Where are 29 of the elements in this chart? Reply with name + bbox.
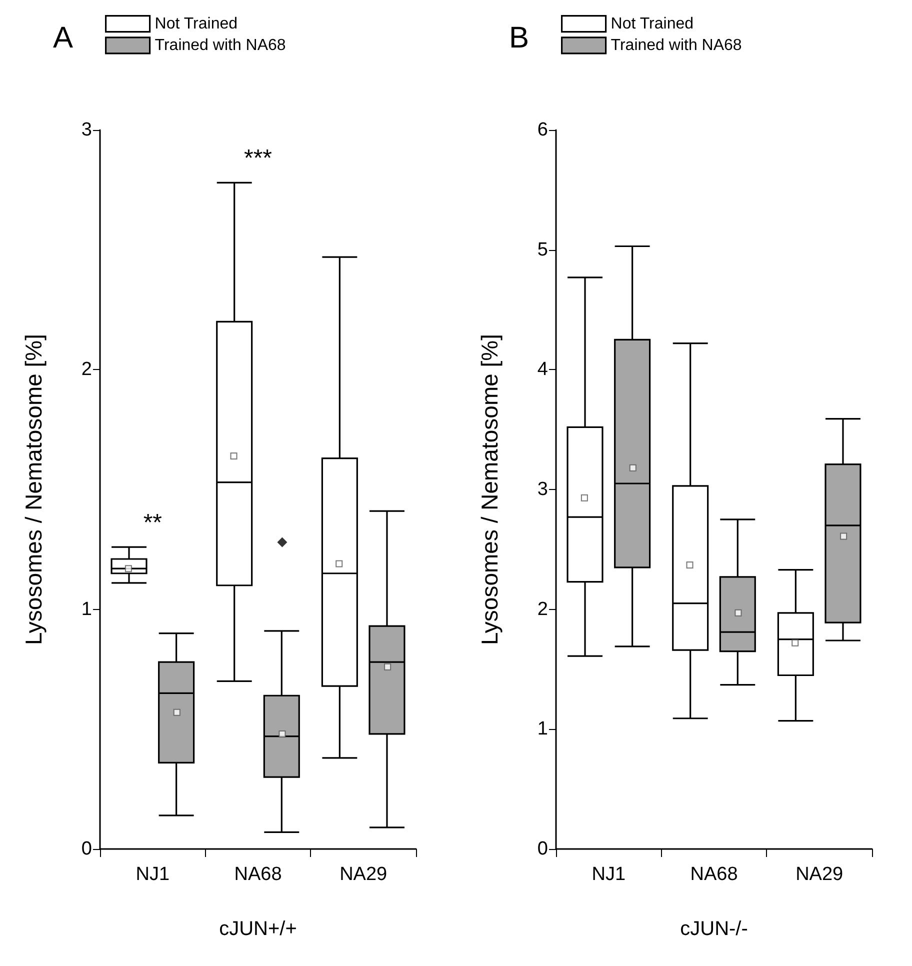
chart-title: A [53,22,74,54]
y-axis-title: Lysosomes / Nematosome [%] [476,334,502,646]
y-tick-label: 0 [81,838,92,860]
y-axis-title: Lysosomes / Nematosome [%] [20,334,46,646]
y-tick-label: 3 [537,479,548,500]
legend-label: Trained with NA68 [154,36,286,54]
x-tick-label: NA29 [796,864,844,885]
y-tick-label: 0 [537,838,548,860]
y-tick-label: 2 [537,598,548,620]
y-tick-label: 6 [537,120,548,140]
annotation: *** [244,145,272,172]
y-tick-label: 4 [537,359,548,380]
x-tick-label: NA68 [234,864,282,885]
y-tick-label: 5 [537,239,548,260]
annotation: ** [143,510,162,537]
x-tick-label: NJ1 [136,864,170,885]
legend-label: Not Trained [610,15,694,32]
y-tick-label: 1 [537,718,548,740]
x-tick-label: NJ1 [592,864,626,885]
x-axis-title: cJUN+/+ [219,918,297,940]
x-axis-title: cJUN-/- [680,918,748,940]
chart-title: B [509,22,530,54]
y-tick-label: 2 [81,359,92,380]
legend-label: Not Trained [154,15,238,32]
x-tick-label: NA68 [690,864,738,885]
x-tick-label: NA29 [340,864,388,885]
y-tick-label: 3 [81,120,92,140]
y-tick-label: 1 [81,598,92,620]
legend-label: Trained with NA68 [610,36,742,54]
